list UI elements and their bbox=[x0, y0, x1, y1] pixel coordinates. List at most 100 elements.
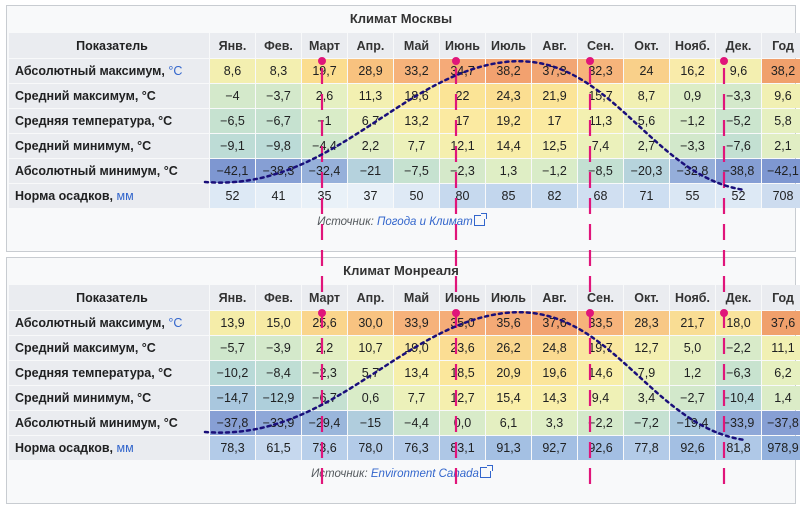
source-link-environment-canada[interactable]: Environment Canada bbox=[370, 468, 479, 480]
data-cell: −3,3 bbox=[670, 134, 715, 158]
data-cell: −32,4 bbox=[302, 159, 347, 183]
data-cell: 19,7 bbox=[302, 59, 347, 83]
month-header: Авг. bbox=[532, 33, 577, 58]
external-link-icon bbox=[479, 465, 493, 478]
data-cell: 26,2 bbox=[486, 336, 531, 360]
data-cell: 13,2 bbox=[394, 109, 439, 133]
data-cell: 2,6 bbox=[302, 84, 347, 108]
unit-link[interactable]: °C bbox=[168, 64, 183, 78]
row-label-text: Абсолютный максимум, bbox=[15, 64, 169, 78]
month-header: Июнь bbox=[440, 285, 485, 310]
data-cell: 35,6 bbox=[486, 311, 531, 335]
month-header: Май bbox=[394, 285, 439, 310]
row-label: Норма осадков, мм bbox=[9, 436, 209, 460]
table-row: Норма осадков, мм 78,3 61,5 73,6 78,0 76,3 83,… bbox=[9, 436, 800, 460]
data-cell: 37,6 bbox=[762, 311, 800, 335]
month-header: Год bbox=[762, 33, 800, 58]
row-label-text: Средний минимум, °C bbox=[15, 139, 152, 153]
data-cell: −37,8 bbox=[762, 411, 800, 435]
month-header: Фев. bbox=[256, 285, 301, 310]
unit-link[interactable]: °C bbox=[168, 316, 183, 330]
data-cell: 13,9 bbox=[210, 311, 255, 335]
data-cell: 32,3 bbox=[578, 59, 623, 83]
data-cell: 0,0 bbox=[440, 411, 485, 435]
data-cell: 61,5 bbox=[256, 436, 301, 460]
data-cell: −15 bbox=[348, 411, 393, 435]
data-cell: −9,1 bbox=[210, 134, 255, 158]
month-header: Авг. bbox=[532, 285, 577, 310]
data-cell: −2,3 bbox=[302, 361, 347, 385]
data-cell: 19,7 bbox=[578, 336, 623, 360]
unit-link[interactable]: мм bbox=[116, 189, 134, 203]
table-row: Абсолютный максимум, °C 8,6 8,3 19,7 28,9 33,… bbox=[9, 59, 800, 83]
data-cell: 6,2 bbox=[762, 361, 800, 385]
month-header: Нояб. bbox=[670, 285, 715, 310]
month-header: Год bbox=[762, 285, 800, 310]
data-cell: 80 bbox=[440, 184, 485, 208]
data-cell: 0,9 bbox=[670, 84, 715, 108]
data-cell: 12,7 bbox=[624, 336, 669, 360]
table-row: Средняя температура, °C −6,5 −6,7 −1 6,7 13,2… bbox=[9, 109, 800, 133]
data-cell: 38,2 bbox=[762, 59, 800, 83]
data-cell: 10,7 bbox=[348, 336, 393, 360]
data-cell: 19,6 bbox=[532, 361, 577, 385]
montreal-climate-table: Показатель Янв. Фев. Март Апр. Май Июнь Июль Авг… bbox=[8, 284, 800, 461]
data-cell: 52 bbox=[716, 184, 761, 208]
header-label: Показатель bbox=[9, 285, 209, 310]
data-cell: −1,2 bbox=[670, 109, 715, 133]
data-cell: 978,9 bbox=[762, 436, 800, 460]
data-cell: 24,3 bbox=[486, 84, 531, 108]
source-link-pogoda[interactable]: Погода и Климат bbox=[377, 216, 473, 228]
data-cell: 2,1 bbox=[762, 134, 800, 158]
data-cell: 71 bbox=[624, 184, 669, 208]
source-prefix: Источник: bbox=[317, 216, 378, 228]
data-cell: 24,8 bbox=[532, 336, 577, 360]
table-row: Средний минимум, °C −14,7 −12,9 −6,7 0,6 7,7 1… bbox=[9, 386, 800, 410]
data-cell: −4,4 bbox=[394, 411, 439, 435]
data-cell: 14,3 bbox=[532, 386, 577, 410]
data-cell: 81,8 bbox=[716, 436, 761, 460]
data-cell: −8,5 bbox=[578, 159, 623, 183]
month-header: Сен. bbox=[578, 285, 623, 310]
data-cell: −4 bbox=[210, 84, 255, 108]
month-header: Фев. bbox=[256, 33, 301, 58]
month-header: Апр. bbox=[348, 285, 393, 310]
data-cell: 37,3 bbox=[532, 59, 577, 83]
data-cell: −38,3 bbox=[256, 159, 301, 183]
data-cell: −38,8 bbox=[716, 159, 761, 183]
table-row: Абсолютный минимум, °C −37,8 −33,9 −29,4 −15… bbox=[9, 411, 800, 435]
data-cell: −19,4 bbox=[670, 411, 715, 435]
data-cell: −7,2 bbox=[624, 411, 669, 435]
data-cell: 85 bbox=[486, 184, 531, 208]
data-cell: 5,0 bbox=[670, 336, 715, 360]
table-row: Средний минимум, °C −9,1 −9,8 −4,4 2,2 7,7 12,… bbox=[9, 134, 800, 158]
header-label: Показатель bbox=[9, 33, 209, 58]
data-cell: 2,7 bbox=[624, 134, 669, 158]
moscow-climate-table: Показатель Янв. Фев. Март Апр. Май Июнь Июль Авг… bbox=[8, 32, 800, 209]
data-cell: −7,5 bbox=[394, 159, 439, 183]
data-cell: 8,3 bbox=[256, 59, 301, 83]
month-header: Окт. bbox=[624, 33, 669, 58]
data-cell: −33,9 bbox=[256, 411, 301, 435]
montreal-header-row: Показатель Янв. Фев. Март Апр. Май Июнь Июль Авг… bbox=[9, 285, 800, 310]
data-cell: −5,2 bbox=[716, 109, 761, 133]
data-cell: 17 bbox=[532, 109, 577, 133]
moscow-table-title: Климат Москвы bbox=[349, 11, 453, 26]
data-cell: 18,6 bbox=[394, 84, 439, 108]
data-cell: −10,4 bbox=[716, 386, 761, 410]
data-cell: 1,3 bbox=[486, 159, 531, 183]
data-cell: 25,6 bbox=[302, 311, 347, 335]
month-header: Март bbox=[302, 33, 347, 58]
row-label: Средняя температура, °C bbox=[9, 109, 209, 133]
data-cell: 21,7 bbox=[670, 311, 715, 335]
month-header: Дек. bbox=[716, 33, 761, 58]
source-prefix: Источник: bbox=[311, 468, 371, 480]
data-cell: 11,3 bbox=[578, 109, 623, 133]
row-label-text: Средняя температура, °C bbox=[15, 114, 173, 128]
moscow-header-row: Показатель Янв. Фев. Март Апр. Май Июнь Июль Авг… bbox=[9, 33, 800, 58]
unit-link[interactable]: мм bbox=[116, 441, 134, 455]
data-cell: 34,7 bbox=[440, 59, 485, 83]
data-cell: 28,3 bbox=[624, 311, 669, 335]
data-cell: 24 bbox=[624, 59, 669, 83]
data-cell: 20,9 bbox=[486, 361, 531, 385]
